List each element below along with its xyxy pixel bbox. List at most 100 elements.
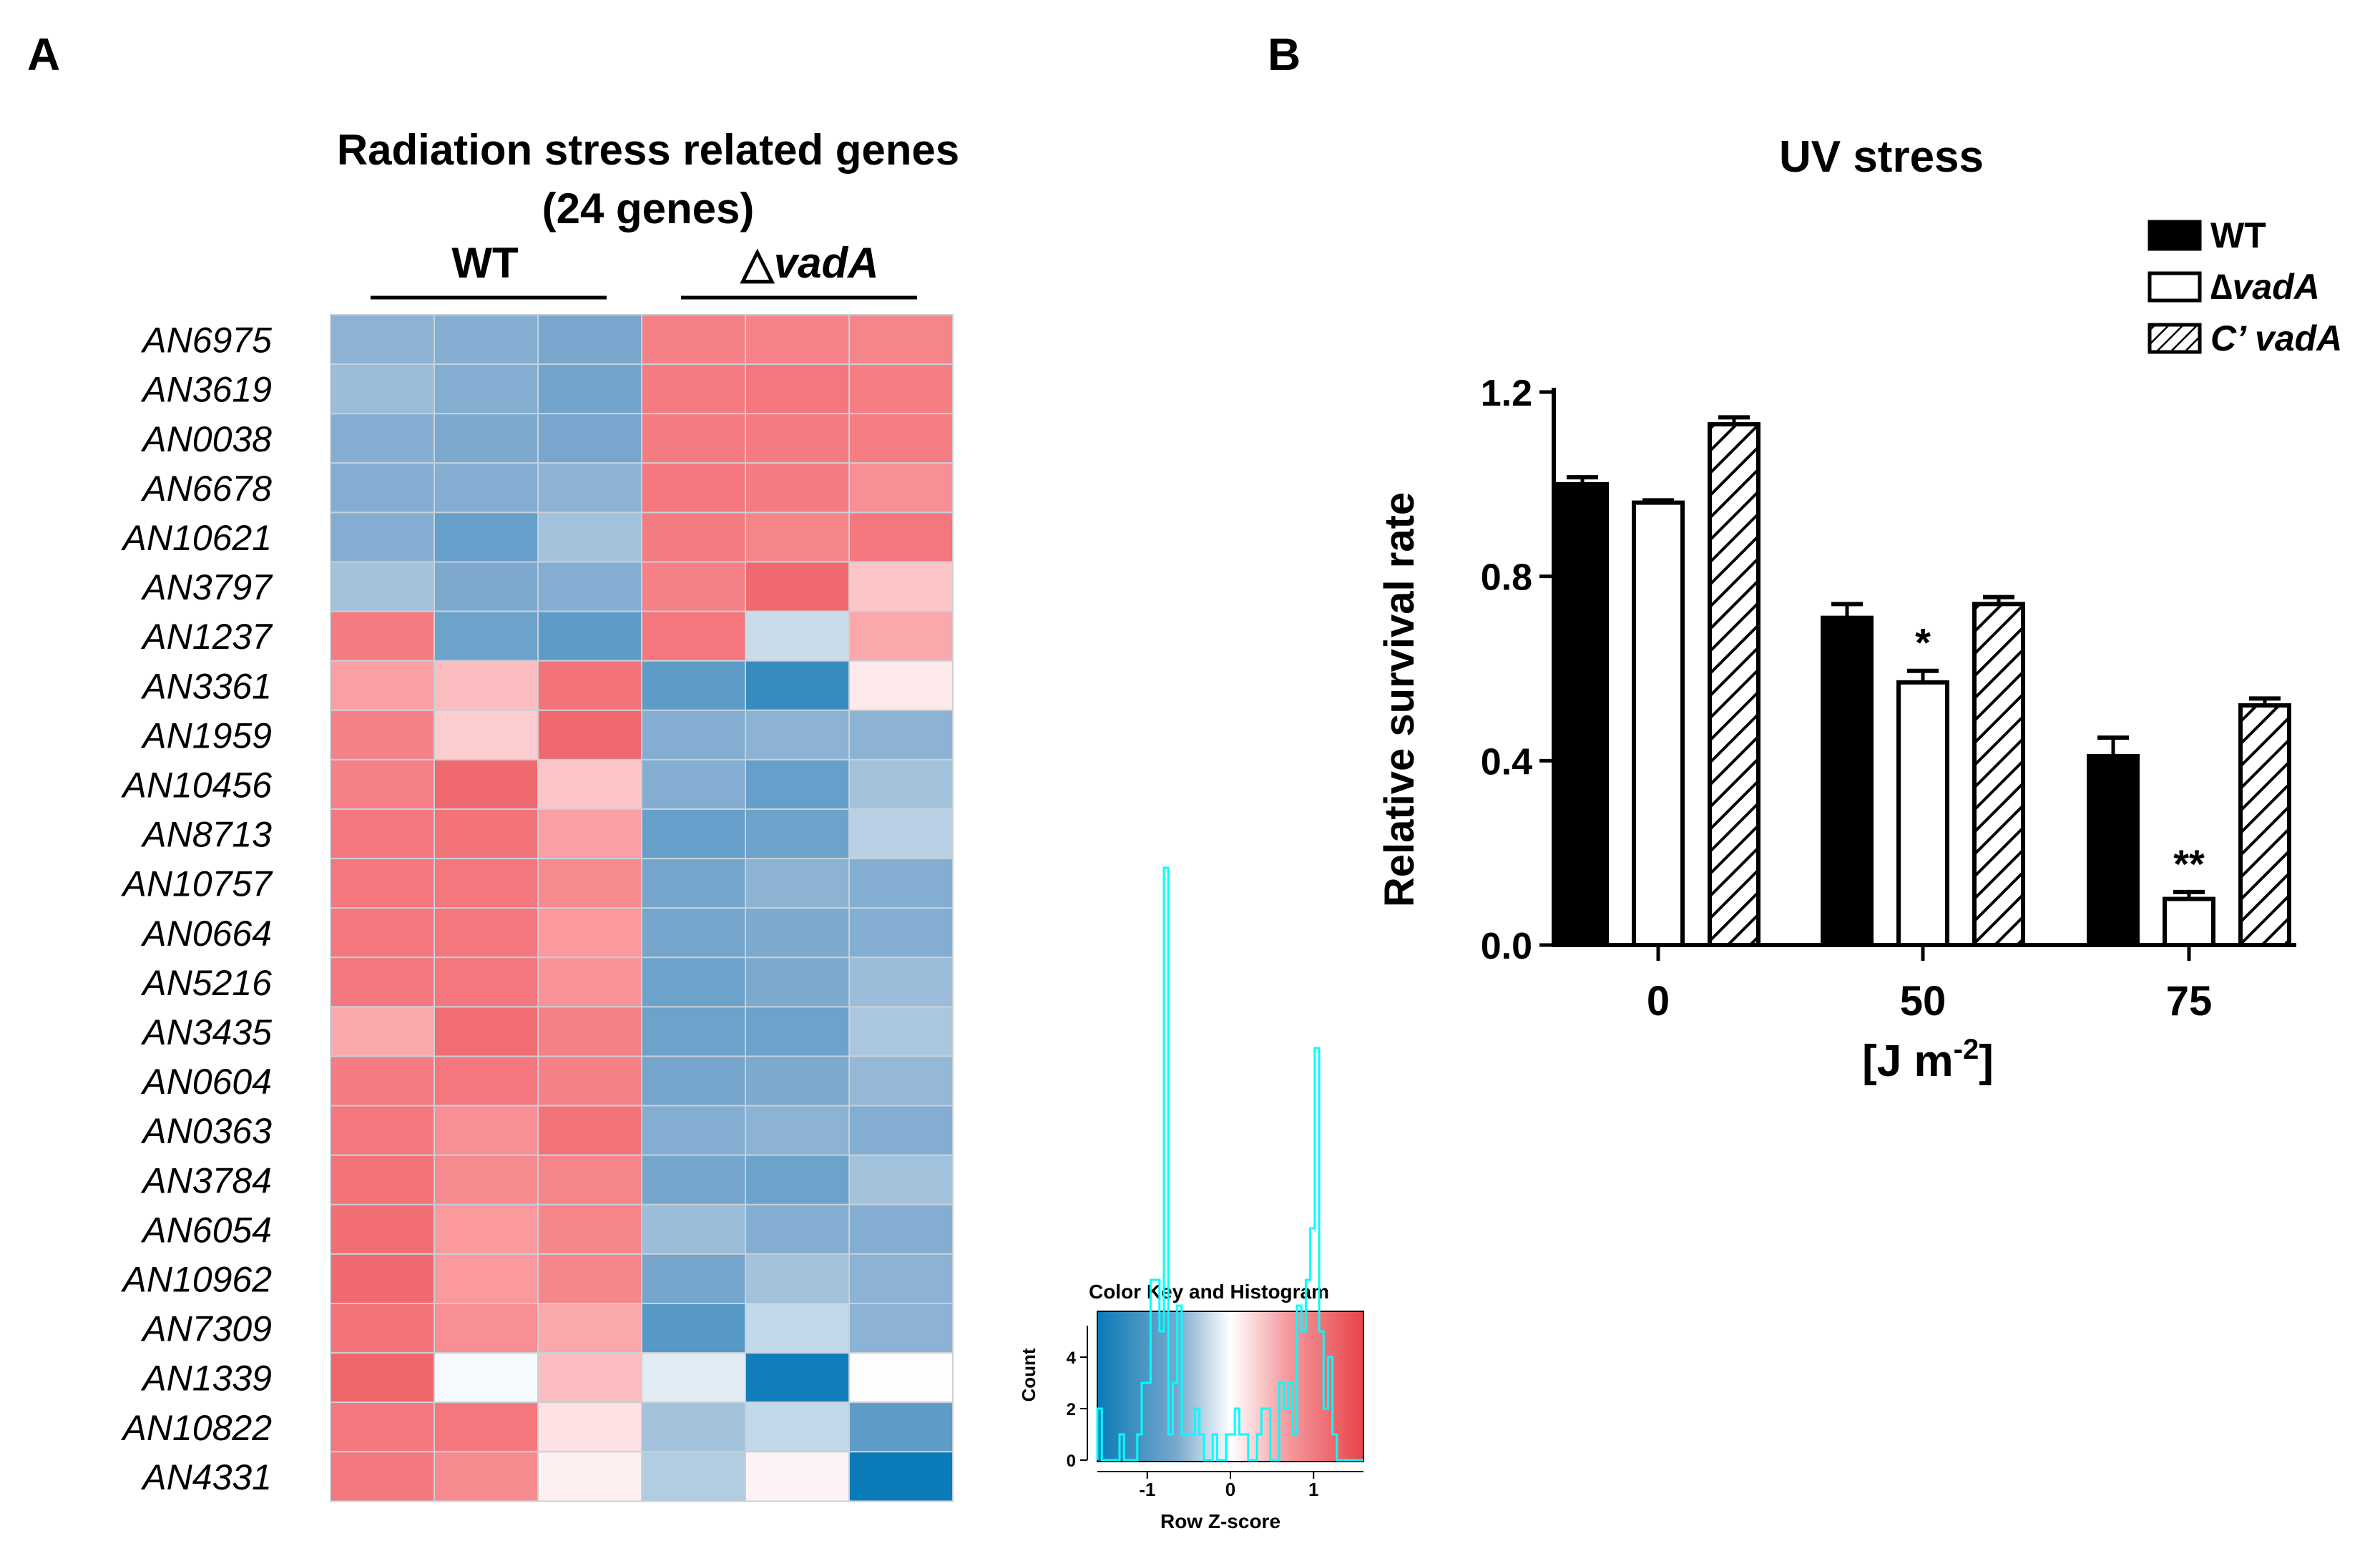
group-label-vada: △vadA	[740, 239, 879, 287]
heatmap-cell	[848, 363, 954, 415]
heatmap-cell	[537, 1401, 642, 1453]
heatmap-cell	[330, 1105, 435, 1156]
bar	[1896, 680, 1949, 947]
heatmap-row-label: AN8713	[140, 815, 272, 855]
heatmap-cell	[537, 660, 642, 711]
heatmap-cell	[745, 709, 850, 760]
heatmap-cell	[434, 462, 539, 514]
heatmap-cell	[434, 1303, 539, 1354]
panel-label-b: B	[1268, 29, 1301, 80]
heatmap-cell	[330, 561, 435, 612]
heatmap-cell	[330, 1303, 435, 1354]
bar	[2238, 703, 2291, 947]
heatmap-cell	[848, 1253, 954, 1305]
heatmap-cell	[745, 363, 850, 415]
heatmap-cell	[434, 907, 539, 959]
heatmap-cell	[641, 907, 746, 959]
heatmap-row-labels: AN6975 AN3619 AN0038 AN6678 AN10621 AN3797 AN1…	[121, 320, 274, 1497]
bar-chart-panel: UV stress Relative survival rate 0.0 0.4 0…	[1376, 132, 2342, 1086]
heatmap-cell	[537, 1451, 642, 1502]
color-key-title: Color Key and Histogram	[1089, 1281, 1329, 1303]
heatmap-cell	[848, 314, 954, 366]
heatmap-cell	[745, 907, 850, 959]
heatmap-cell	[434, 1451, 539, 1502]
heatmap-row-label: AN10962	[121, 1259, 273, 1299]
heatmap-cell	[641, 1105, 746, 1156]
color-key-x-tick-label: 0	[1225, 1479, 1235, 1500]
heatmap-cell	[330, 314, 435, 366]
group-label-wt: WT	[451, 239, 518, 287]
heatmap-cell	[434, 1055, 539, 1107]
heatmap-cell	[848, 1055, 954, 1107]
heatmap-cell	[537, 709, 642, 760]
heatmap-cell	[848, 858, 954, 909]
heatmap-cell	[745, 1401, 850, 1453]
heatmap-cell	[434, 363, 539, 415]
y-tick-label: 0.4	[1481, 741, 1532, 783]
heatmap-cell	[330, 512, 435, 563]
heatmap-cell	[641, 462, 746, 514]
heatmap-cell	[537, 808, 642, 860]
heatmap-cell	[848, 1105, 954, 1156]
heatmap-cell	[537, 1006, 642, 1057]
heatmap-cell	[537, 561, 642, 612]
heatmap-cell	[641, 1203, 746, 1255]
heatmap-cell	[537, 363, 642, 415]
heatmap-cell	[848, 413, 954, 464]
heatmap-cell	[848, 956, 954, 1008]
heatmap-cell	[641, 660, 746, 711]
color-key-y-tick-label: 4	[1067, 1349, 1077, 1368]
heatmap-cell	[434, 660, 539, 711]
bar-chart-bars: ***	[1556, 415, 2291, 948]
heatmap-cell	[537, 1352, 642, 1404]
heatmap-row-label: AN10621	[121, 518, 273, 558]
bar	[1556, 481, 1609, 947]
heatmap-panel: Radiation stress related genes (24 genes…	[121, 126, 959, 1502]
heatmap-cell	[848, 1352, 954, 1404]
heatmap-cell	[641, 1154, 746, 1205]
heatmap-cell	[434, 1105, 539, 1156]
heatmap-row-label: AN3619	[140, 370, 272, 410]
heatmap-cell	[745, 314, 850, 366]
heatmap-cell	[848, 907, 954, 959]
heatmap-cell	[641, 758, 746, 811]
y-tick-label: 0.8	[1481, 557, 1532, 599]
heatmap-cell	[848, 1203, 954, 1255]
heatmap-cell	[745, 512, 850, 563]
heatmap-cell	[537, 1253, 642, 1305]
heatmap-cell	[641, 709, 746, 760]
heatmap-cell	[641, 858, 746, 909]
heatmap-row-label: AN1339	[140, 1359, 272, 1399]
heatmap-cell	[537, 610, 642, 662]
heatmap-cell	[745, 1451, 850, 1502]
heatmap-row-label: AN10757	[121, 864, 274, 904]
heatmap-cell	[537, 758, 642, 811]
heatmap-cell	[537, 413, 642, 464]
heatmap-cell	[330, 1203, 435, 1255]
heatmap-cell	[330, 1401, 435, 1453]
heatmap-row-label: AN1959	[140, 715, 272, 755]
heatmap-cell	[330, 1352, 435, 1404]
heatmap-cell	[330, 858, 435, 909]
heatmap-cell	[434, 956, 539, 1008]
bar	[1972, 602, 2025, 947]
heatmap-cell	[745, 956, 850, 1008]
heatmap-cell	[434, 858, 539, 909]
heatmap-cell	[848, 808, 954, 860]
heatmap-cell	[537, 907, 642, 959]
heatmap-cell	[848, 1401, 954, 1453]
heatmap-cells	[330, 314, 954, 1502]
panel-label-a: A	[27, 29, 60, 80]
heatmap-cell	[641, 956, 746, 1008]
heatmap-cell	[330, 462, 435, 514]
heatmap-row-label: AN0038	[140, 419, 272, 459]
heatmap-cell	[745, 1253, 850, 1305]
heatmap-cell	[848, 1451, 954, 1502]
heatmap-cell	[641, 561, 746, 612]
heatmap-cell	[434, 758, 539, 811]
heatmap-cell	[745, 758, 850, 811]
legend-swatch	[2148, 220, 2202, 251]
heatmap-cell	[745, 1055, 850, 1107]
bar-chart-ylabel: Relative survival rate	[1376, 492, 1423, 907]
heatmap-cell	[330, 413, 435, 464]
